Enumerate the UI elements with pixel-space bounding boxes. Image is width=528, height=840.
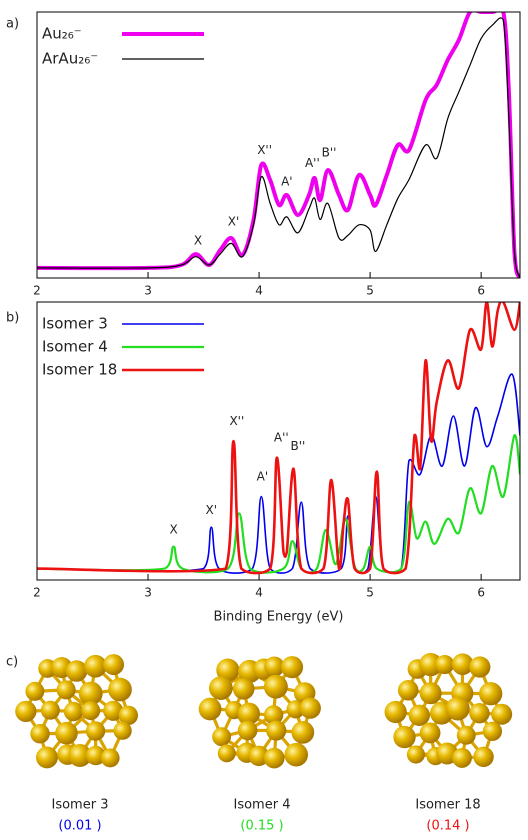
- x-tick-label: 5: [366, 586, 374, 600]
- atom: [281, 656, 303, 678]
- atom: [409, 705, 430, 726]
- atom: [212, 727, 231, 746]
- atom: [209, 676, 233, 700]
- atom: [218, 744, 236, 762]
- peak-annotation: B'': [291, 439, 306, 453]
- panel-label: c): [6, 655, 18, 670]
- x-tick-label: 3: [144, 284, 152, 298]
- x-tick-label: 4: [255, 284, 263, 298]
- atom: [25, 682, 44, 701]
- atom: [420, 682, 442, 704]
- atom: [469, 703, 489, 723]
- atom: [491, 704, 512, 725]
- structures: [15, 653, 512, 768]
- peak-annotation: X'': [229, 414, 244, 428]
- peak-annotation: X: [169, 522, 177, 536]
- atom: [36, 747, 58, 769]
- legend-label: Isomer 4: [42, 338, 108, 356]
- structure-energy: (0.01 ): [58, 819, 101, 834]
- peak-annotation: A'': [305, 156, 320, 170]
- peak-annotation: A': [257, 470, 269, 484]
- atom: [446, 697, 470, 721]
- atom: [101, 749, 120, 768]
- atom: [30, 724, 49, 743]
- peak-annotation: X': [206, 503, 218, 517]
- atom: [66, 660, 88, 682]
- atom: [483, 722, 502, 741]
- atom: [113, 722, 131, 740]
- peak-annotation: X': [228, 215, 240, 229]
- structure-label: Isomer 18: [415, 798, 480, 813]
- atom: [385, 701, 407, 723]
- legend-label: ArAu₂₆⁻: [42, 50, 98, 68]
- structure-label: Isomer 4: [234, 798, 291, 813]
- x-tick-label: 2: [33, 284, 41, 298]
- legend-label: Au₂₆⁻: [42, 25, 82, 43]
- x-axis-label: Binding Energy (eV): [214, 610, 344, 625]
- atom: [55, 722, 78, 745]
- spectrum-line: [37, 9, 520, 278]
- atom: [264, 675, 288, 699]
- atom: [300, 698, 321, 719]
- atom: [393, 726, 415, 748]
- atom: [264, 748, 285, 769]
- peak-annotation: X'': [257, 143, 272, 157]
- atom: [435, 655, 454, 674]
- atom: [291, 721, 314, 744]
- atom: [284, 743, 308, 767]
- x-tick-label: 6: [477, 586, 485, 600]
- peak-annotation: B'': [322, 145, 337, 159]
- plot-frame: [37, 12, 520, 278]
- atom: [233, 678, 255, 700]
- legend-label: Isomer 3: [42, 315, 108, 333]
- atom: [266, 720, 286, 740]
- atom: [15, 701, 36, 722]
- atom: [479, 682, 502, 705]
- x-tick-label: 3: [144, 586, 152, 600]
- structure-energy: (0.15 ): [240, 819, 283, 834]
- atom: [81, 701, 100, 720]
- x-tick-label: 5: [366, 284, 374, 298]
- legend-label: Isomer 18: [42, 361, 117, 379]
- panel-label: a): [6, 17, 19, 32]
- structure-energy: (0.14 ): [426, 819, 469, 834]
- atom: [108, 678, 132, 702]
- structure-label: Isomer 3: [52, 798, 109, 813]
- atom: [420, 723, 441, 744]
- x-tick-label: 2: [33, 586, 41, 600]
- panel-label: b): [6, 311, 19, 326]
- x-tick-label: 6: [477, 284, 485, 298]
- atom: [473, 747, 493, 767]
- atom: [103, 654, 124, 675]
- atom: [469, 656, 490, 677]
- atom: [57, 680, 76, 699]
- peak-annotation: X: [194, 233, 202, 247]
- atom: [457, 726, 476, 745]
- spectrum-line: [37, 435, 520, 572]
- peak-annotation: A': [281, 175, 293, 189]
- atom: [398, 680, 419, 701]
- atom: [238, 721, 258, 741]
- atom: [452, 748, 472, 768]
- atom: [407, 745, 425, 763]
- atom: [41, 701, 60, 720]
- atom: [86, 721, 105, 740]
- x-tick-label: 4: [255, 586, 263, 600]
- atom: [199, 698, 222, 721]
- atom: [64, 702, 83, 721]
- peak-annotation: A'': [274, 431, 289, 445]
